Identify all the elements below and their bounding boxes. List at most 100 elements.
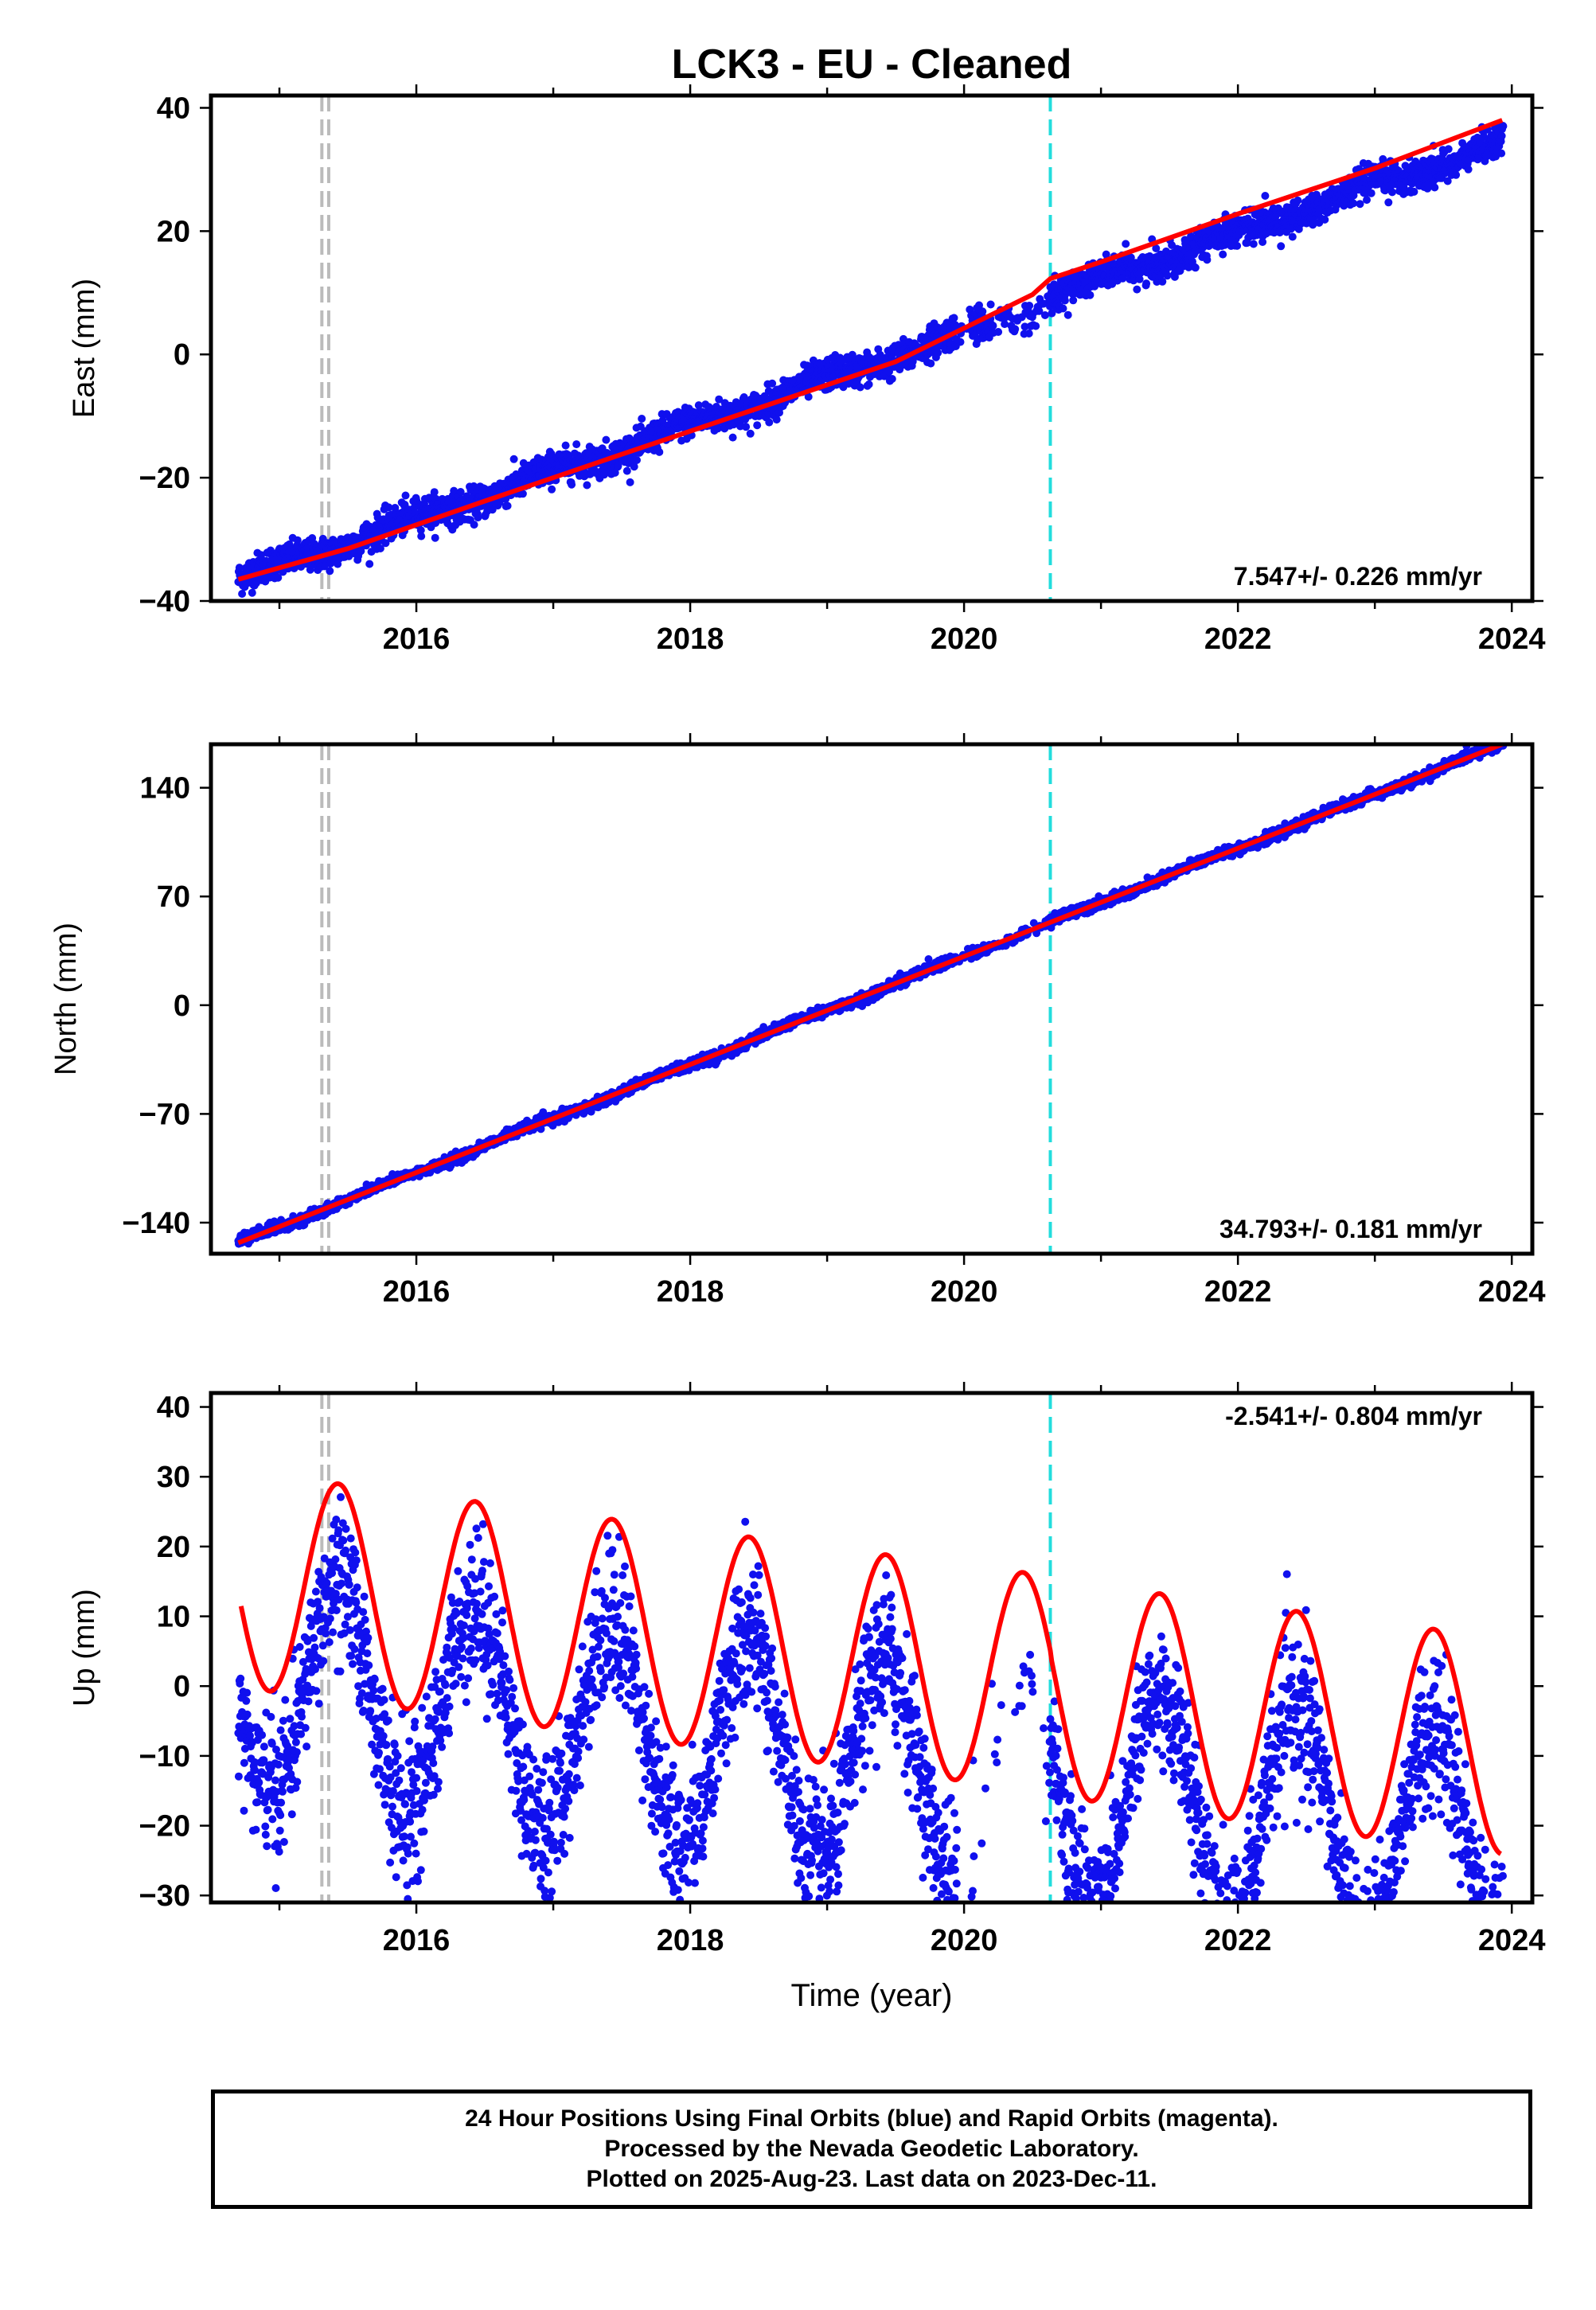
data-point xyxy=(602,435,611,444)
data-point xyxy=(1032,322,1040,330)
y-tick-label: 20 xyxy=(157,215,190,248)
data-point xyxy=(474,513,482,522)
velocity-annotation: 7.547+/- 0.226 mm/yr xyxy=(1234,562,1482,591)
data-point xyxy=(572,440,581,449)
x-tick-label: 2024 xyxy=(1478,622,1546,656)
data-point xyxy=(1249,240,1258,248)
data-point xyxy=(1497,149,1506,158)
data-point xyxy=(1203,256,1212,264)
data-point xyxy=(638,415,646,423)
data-point xyxy=(1464,165,1473,174)
data-point xyxy=(956,338,965,346)
data-point xyxy=(248,588,256,597)
x-tick-label: 2022 xyxy=(1204,622,1272,656)
x-tick-label: 2016 xyxy=(383,622,451,656)
data-point xyxy=(1001,320,1009,329)
data-point xyxy=(431,533,439,542)
data-point xyxy=(1321,215,1329,224)
data-point xyxy=(934,349,942,357)
data-point xyxy=(401,491,410,500)
data-point xyxy=(1497,131,1506,140)
data-point xyxy=(978,307,987,316)
data-point xyxy=(357,547,365,556)
data-point xyxy=(1025,302,1034,310)
data-point xyxy=(1410,187,1418,196)
data-point xyxy=(1048,309,1056,318)
data-point xyxy=(1069,296,1078,305)
data-point xyxy=(293,536,302,544)
y-tick-label: 0 xyxy=(174,338,190,372)
x-tick-label: 2020 xyxy=(931,622,998,656)
data-point xyxy=(1122,240,1130,248)
data-point xyxy=(1191,263,1200,272)
data-point xyxy=(1187,232,1196,240)
data-point xyxy=(1367,189,1376,197)
figure-title: LCK3 - EU - Cleaned xyxy=(672,41,1072,88)
data-point xyxy=(1126,253,1135,262)
model-fit-curve xyxy=(237,118,1504,582)
data-point xyxy=(994,328,1003,336)
data-point xyxy=(655,447,664,456)
data-point xyxy=(1086,291,1095,299)
daily-position-points xyxy=(234,120,1508,598)
data-point xyxy=(986,300,995,309)
y-tick-label: −40 xyxy=(139,585,190,618)
data-point xyxy=(768,379,777,388)
data-point xyxy=(1011,325,1020,334)
data-point xyxy=(856,383,864,392)
data-point xyxy=(1349,199,1358,208)
data-point xyxy=(728,433,737,442)
data-point xyxy=(1258,238,1267,246)
data-point xyxy=(381,539,390,548)
data-point xyxy=(417,532,426,540)
data-point xyxy=(1499,122,1508,131)
x-tick-label: 2018 xyxy=(657,622,724,656)
data-point xyxy=(509,455,518,463)
data-point xyxy=(1388,188,1396,197)
data-point xyxy=(365,560,374,568)
data-point xyxy=(633,456,641,464)
data-point xyxy=(1063,310,1072,319)
data-point xyxy=(1384,198,1393,207)
data-point xyxy=(1060,296,1069,305)
data-point xyxy=(1158,277,1167,286)
data-point xyxy=(326,567,334,576)
data-point xyxy=(864,380,873,388)
data-point xyxy=(539,1108,548,1117)
data-point xyxy=(715,395,724,404)
data-point xyxy=(548,485,556,494)
data-point xyxy=(622,466,631,475)
data-point xyxy=(1219,250,1227,259)
data-point xyxy=(746,429,755,438)
data-point xyxy=(537,1125,545,1134)
data-point xyxy=(742,423,751,431)
data-point xyxy=(1135,275,1144,283)
data-point xyxy=(274,573,283,582)
data-point xyxy=(1163,271,1172,280)
y-axis-label: East (mm) xyxy=(68,279,101,418)
data-point xyxy=(568,480,576,489)
data-point xyxy=(1443,177,1452,185)
data-point xyxy=(966,305,974,314)
data-point xyxy=(772,416,781,424)
data-point xyxy=(1277,242,1286,251)
data-point xyxy=(1430,183,1439,192)
data-point xyxy=(1363,196,1371,205)
y-tick-label: 40 xyxy=(157,92,190,125)
data-point xyxy=(1142,279,1151,288)
data-point xyxy=(694,401,703,410)
data-point xyxy=(1261,192,1270,200)
data-point xyxy=(753,421,762,430)
data-point xyxy=(1035,306,1044,315)
data-point xyxy=(765,418,774,427)
data-point xyxy=(503,501,512,510)
data-point xyxy=(238,590,247,598)
data-point xyxy=(888,375,896,383)
data-point xyxy=(1288,232,1297,241)
data-point xyxy=(561,441,570,450)
data-point xyxy=(950,314,958,322)
data-point xyxy=(1024,330,1033,338)
data-point xyxy=(384,503,393,512)
